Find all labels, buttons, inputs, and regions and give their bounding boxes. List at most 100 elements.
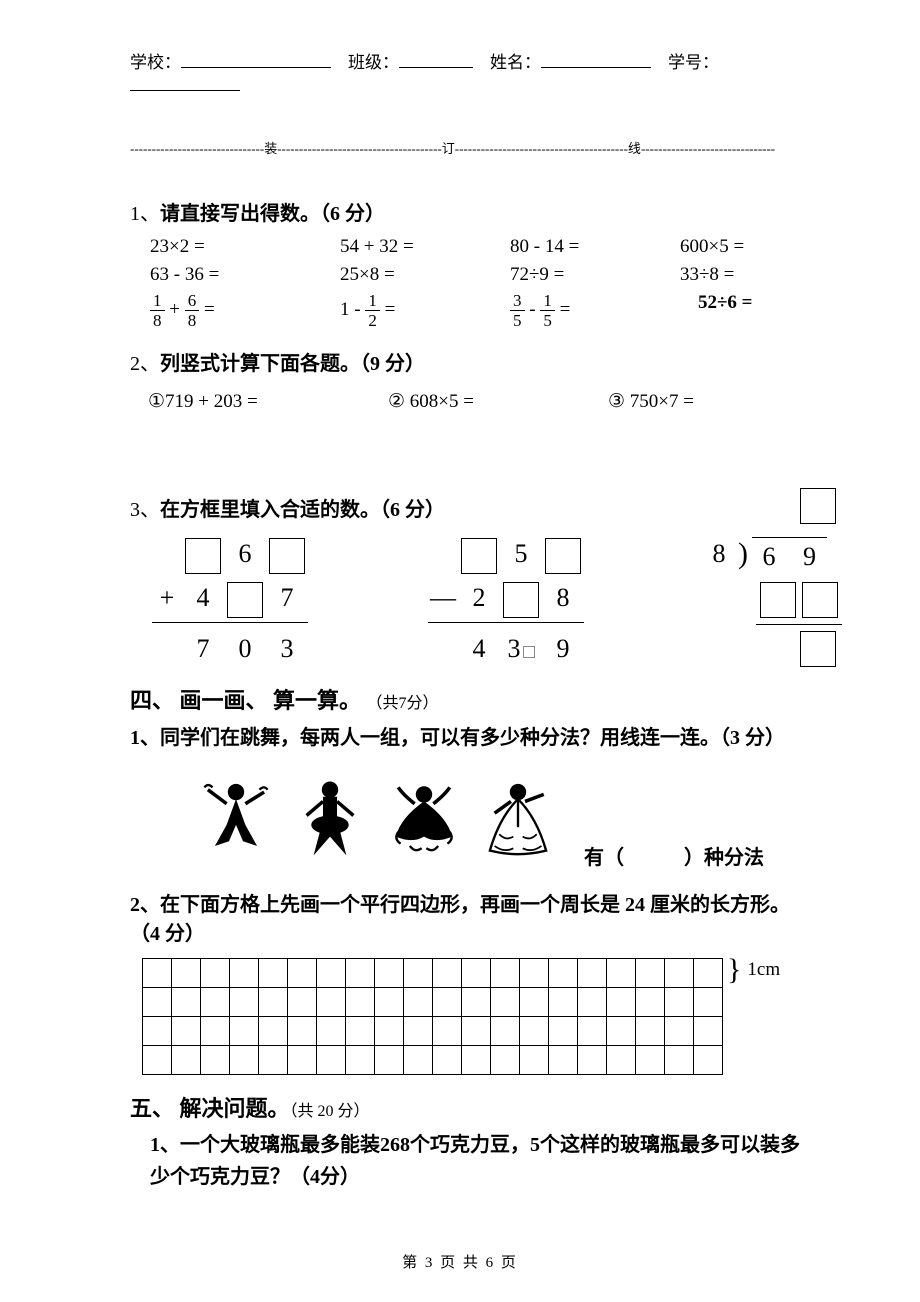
q1-cell: 54 + 32 = <box>340 236 510 258</box>
s4-q2: 2、在下面方格上先画一个平行四边形，再画一个周长是 24 厘米的长方形。（4 分… <box>130 888 800 946</box>
res-pre: 有（ <box>584 847 624 869</box>
q1-cell: 600×5 = <box>680 236 840 258</box>
digit: 8 <box>542 576 584 620</box>
dividend-digit: 9 <box>793 542 827 572</box>
q3-block: 6 + 4 7 7 0 3 5 <box>152 532 800 671</box>
res-post: ）种分法 <box>684 847 764 869</box>
mark-icon <box>523 646 535 658</box>
s4-title-text: 四、 画一画、 算一算。 <box>130 688 367 713</box>
q1-grid: 23×2 = 54 + 32 = 80 - 14 = 600×5 = 63 - … <box>150 236 800 329</box>
q3-add: 6 + 4 7 7 0 3 <box>152 532 308 671</box>
dancer-icon <box>200 778 272 860</box>
s5-title-text: 五、 解决问题。 <box>130 1096 290 1121</box>
header-fill-line: 学校： 班级： 姓名： 学号： <box>130 48 800 96</box>
rule <box>756 624 842 625</box>
binding-ding: 订 <box>442 141 455 156</box>
q1-cell: 63 - 36 = <box>150 264 340 286</box>
digit: 3 <box>266 627 308 671</box>
q1-frac-c: 35 - 15 = <box>510 292 680 329</box>
grid-wrap: } 1cm <box>142 958 800 1075</box>
frac-n: 3 <box>510 292 525 311</box>
fill-box[interactable] <box>227 582 263 618</box>
frac-d: 8 <box>150 311 165 329</box>
q3-sub: 5 — 2 8 4 3 9 <box>428 532 584 671</box>
digit: 2 <box>458 576 500 620</box>
binding-xian: 线 <box>628 141 641 156</box>
digit: 6 <box>224 532 266 576</box>
q1-title: 1、请直接写出得数。（6 分） <box>130 197 800 226</box>
frac-op: - <box>529 299 535 320</box>
frac-n: 1 <box>150 292 165 311</box>
id-blank[interactable] <box>130 73 240 91</box>
school-label: 学校： <box>130 53 181 72</box>
s4-q1-answer: 有（ ）种分法 <box>584 841 764 870</box>
s4-sub: （共7分） <box>367 695 439 712</box>
q3-num: 3、 <box>130 499 160 521</box>
fill-box[interactable] <box>545 538 581 574</box>
q2-item: ② 608×5 = <box>388 390 608 413</box>
fill-box[interactable] <box>760 582 796 618</box>
fill-box[interactable] <box>461 538 497 574</box>
name-label: 姓名： <box>490 53 541 72</box>
q1-cell: 72÷9 = <box>510 264 680 286</box>
digit: 3 <box>508 634 521 663</box>
frac-eq: = <box>204 299 215 320</box>
q2-grid: ①719 + 203 = ② 608×5 = ③ 750×7 = <box>148 390 800 413</box>
digit: 7 <box>182 627 224 671</box>
unit-label: 1cm <box>747 959 780 981</box>
fill-box[interactable] <box>269 538 305 574</box>
op-plus: + <box>152 576 182 620</box>
q1-num: 1、 <box>130 203 160 225</box>
dancer-icon <box>294 778 366 860</box>
frac-n: 1 <box>540 292 555 311</box>
section5-title: 五、 解决问题。（共 20 分） <box>130 1091 800 1123</box>
frac-eq: = <box>385 299 396 320</box>
frac-eq: = <box>560 299 571 320</box>
name-blank[interactable] <box>541 50 651 68</box>
rule <box>428 622 584 623</box>
frac-d: 5 <box>510 311 525 329</box>
class-label: 班级： <box>348 53 399 72</box>
fill-box[interactable] <box>800 631 836 667</box>
digit: 4 <box>458 627 500 671</box>
s5-q1: 1、一个大玻璃瓶最多能装268个巧克力豆，5个这样的玻璃瓶最多可以装多少个巧克力… <box>150 1129 800 1193</box>
fill-box[interactable] <box>802 582 838 618</box>
digit: 5 <box>500 532 542 576</box>
q2-item: ①719 + 203 = <box>148 390 388 413</box>
q1-title-text: 请直接写出得数。（6 分） <box>160 203 385 225</box>
fill-box[interactable] <box>503 582 539 618</box>
q1-cell: 25×8 = <box>340 264 510 286</box>
frac-n: 6 <box>185 292 200 311</box>
divisor: 8 <box>704 539 734 569</box>
section4-title: 四、 画一画、 算一算。 （共7分） <box>130 683 800 715</box>
q3-title-text: 在方框里填入合适的数。（6 分） <box>160 499 445 521</box>
q2-title: 2、列竖式计算下面各题。（9 分） <box>130 347 800 376</box>
binding-line: -------------------------------装--------… <box>130 138 800 157</box>
q1-frac-d: 52÷6 = <box>680 292 840 329</box>
fill-box[interactable] <box>800 488 836 524</box>
q2-title-text: 列竖式计算下面各题。（9 分） <box>160 353 425 375</box>
q3-div: 8 ) 6 9 <box>704 532 842 667</box>
digit: 4 <box>182 576 224 620</box>
class-blank[interactable] <box>399 50 473 68</box>
q1-cell: 80 - 14 = <box>510 236 680 258</box>
digit: 0 <box>224 627 266 671</box>
frac-d: 8 <box>185 311 200 329</box>
rule <box>152 622 308 623</box>
q2-item: ③ 750×7 = <box>608 390 808 413</box>
q2-num: 2、 <box>130 353 160 375</box>
drawing-grid[interactable] <box>142 958 723 1075</box>
dancers-row: 有（ ）种分法 <box>130 760 800 870</box>
digit: 9 <box>542 627 584 671</box>
frac-pre: 1 - <box>340 299 365 320</box>
q3-title: 3、在方框里填入合适的数。（6 分） <box>130 493 800 522</box>
q1-frac-b: 1 - 12 = <box>340 292 510 329</box>
school-blank[interactable] <box>181 50 331 68</box>
frac-d: 2 <box>365 311 380 329</box>
dividend-digit: 6 <box>752 542 786 572</box>
fill-box[interactable] <box>185 538 221 574</box>
id-label: 学号： <box>668 53 719 72</box>
binding-zhuang: 装 <box>264 141 277 156</box>
frac-op: + <box>169 299 180 320</box>
s4-q1: 1、同学们在跳舞，每两人一组，可以有多少种分法？用线连一连。（3 分） <box>130 721 800 750</box>
